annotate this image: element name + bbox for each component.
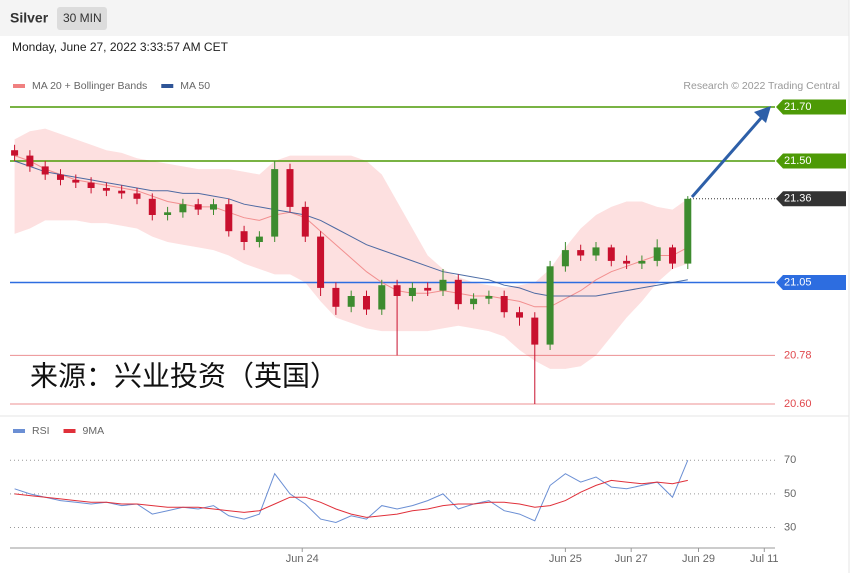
candle-body <box>102 188 110 191</box>
watermark: 来源：兴业投资（英国） <box>30 360 338 391</box>
arrow-shaft <box>690 116 764 198</box>
candle-body <box>240 231 248 242</box>
candle-body <box>362 296 370 310</box>
candle-body <box>668 247 676 264</box>
copyright: Research © 2022 Trading Central <box>683 80 840 92</box>
candle-body <box>26 155 34 167</box>
ma-line <box>14 155 689 308</box>
bollinger-band <box>14 128 688 369</box>
legend-swatch <box>13 429 25 433</box>
y-tick-label: 70 <box>784 454 796 466</box>
symbol: Silver <box>10 10 49 26</box>
candle-body <box>515 312 523 318</box>
y-tick-label: 50 <box>784 488 796 500</box>
legend-label: MA 20 + Bollinger Bands <box>32 80 147 92</box>
level-box <box>776 153 846 169</box>
candle-body <box>301 206 309 237</box>
candle-body <box>56 174 64 180</box>
candle-body <box>439 279 447 291</box>
candle-body <box>225 204 233 232</box>
header-bar <box>0 0 849 36</box>
candle-body <box>11 150 19 156</box>
plot: MA 20 + Bollinger Bands MA 50 21.70 21.50 21… <box>10 80 846 565</box>
x-tick-label: Jun 29 <box>682 553 715 565</box>
legend-label: 9MA <box>83 425 105 437</box>
candle-body <box>209 204 217 210</box>
candle-body <box>179 204 187 213</box>
legend-swatch <box>13 84 25 88</box>
candle-body <box>561 250 569 267</box>
candle-body <box>148 198 156 215</box>
level-label: 21.36 <box>784 193 812 205</box>
candle-body <box>684 198 692 264</box>
timeframe: 30 MIN <box>63 11 102 25</box>
ma-line <box>14 160 688 297</box>
x-tick-label: Jun 24 <box>286 553 319 565</box>
level-label: 20.78 <box>784 349 812 361</box>
candle-body <box>454 279 462 305</box>
candle-body <box>87 182 95 188</box>
legend-swatch <box>63 429 76 433</box>
candle-body <box>347 296 355 307</box>
x-tick-label: Jun 25 <box>549 553 582 565</box>
candle-body <box>72 179 80 183</box>
level-label: 21.05 <box>784 276 812 288</box>
candle-body <box>577 250 585 256</box>
legend-label: MA 50 <box>180 80 210 92</box>
timestamp: Monday, June 27, 2022 3:33:57 AM CET <box>12 40 229 54</box>
candle-body <box>623 260 631 264</box>
level-box <box>776 275 846 290</box>
level-label: 20.60 <box>784 398 812 410</box>
x-tick-label: Jul 11 <box>750 553 779 565</box>
candle-body <box>41 166 49 175</box>
candle-body <box>317 236 325 288</box>
candle-body <box>470 298 478 305</box>
candle-body <box>592 247 600 256</box>
candle-body <box>332 287 340 307</box>
candle-body <box>546 266 554 345</box>
level-label: 21.50 <box>784 155 812 167</box>
candle-body <box>485 296 493 299</box>
level-box <box>776 99 846 115</box>
candle-body <box>255 236 263 242</box>
rsi-line <box>14 479 688 518</box>
candle-body <box>194 204 202 210</box>
rsi-line <box>14 460 689 524</box>
candle-body <box>607 247 615 261</box>
candle-body <box>424 287 432 291</box>
candle-body <box>271 169 279 237</box>
candle-body <box>133 193 141 199</box>
arrow-head <box>754 106 771 123</box>
legend-swatch <box>161 84 174 88</box>
level-label: 21.70 <box>784 101 812 113</box>
level-box <box>776 191 846 207</box>
candle-body <box>286 169 294 207</box>
candle-body <box>164 212 172 215</box>
y-tick-label: 30 <box>784 521 796 533</box>
candle-body <box>653 247 661 261</box>
candle-body <box>638 260 646 264</box>
x-tick-label: Jun 27 <box>615 553 648 565</box>
candle-body <box>393 285 401 296</box>
candle-body <box>408 287 416 296</box>
candle-body <box>378 285 386 310</box>
timeframe-badge <box>57 7 107 30</box>
candle-body <box>531 317 539 345</box>
legend-label: RSI <box>32 425 50 437</box>
candle-body <box>118 190 126 194</box>
candle-body <box>500 296 508 313</box>
